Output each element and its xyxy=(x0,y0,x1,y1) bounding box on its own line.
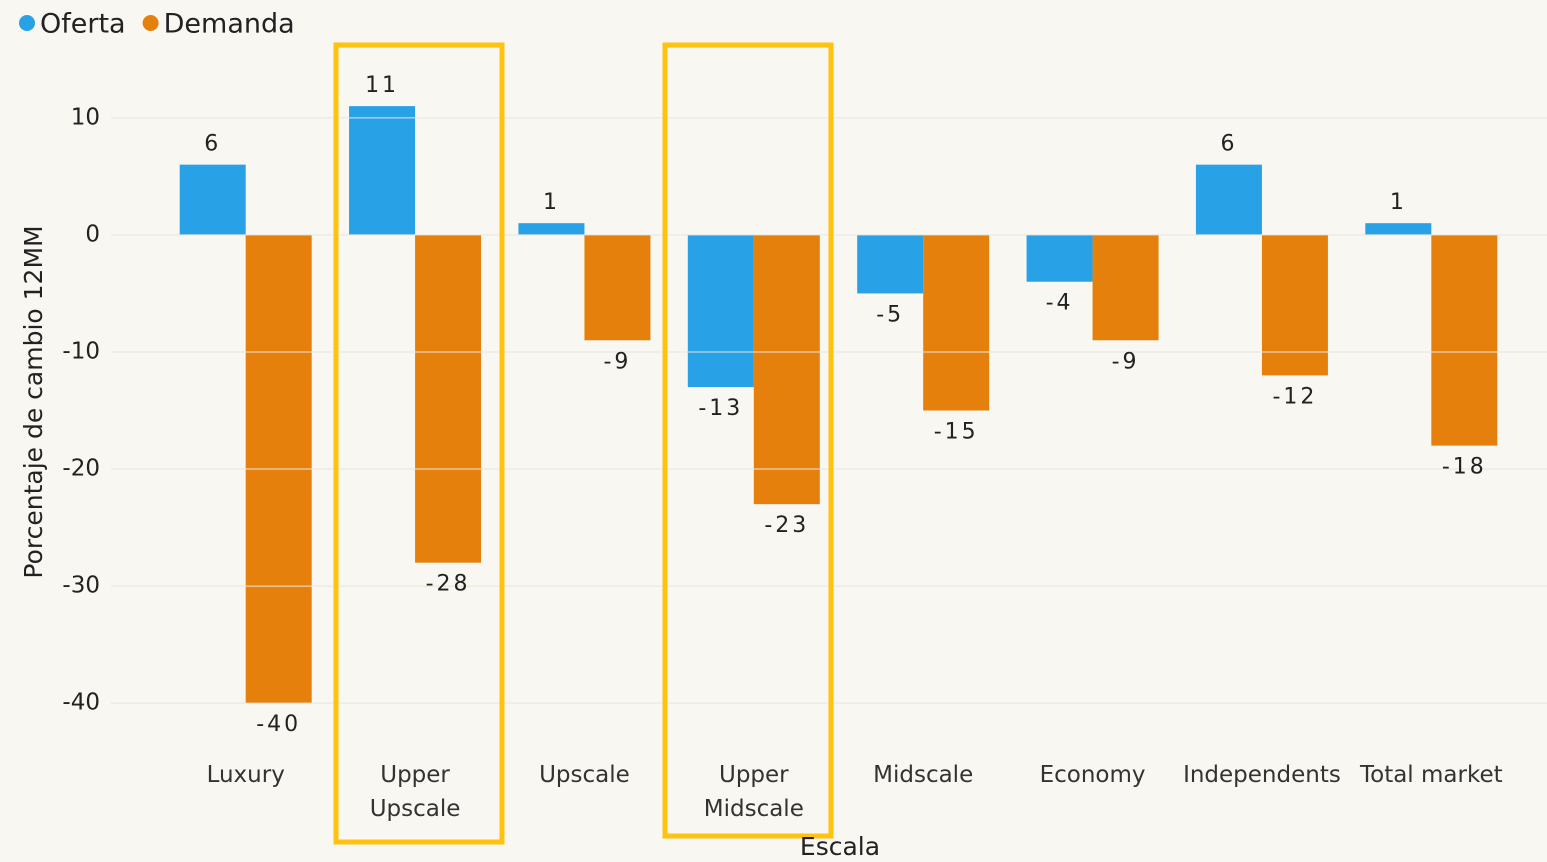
y-tick-label: -10 xyxy=(62,338,100,364)
y-tick-label: 10 xyxy=(71,104,100,130)
bar xyxy=(1261,234,1328,376)
data-label: -9 xyxy=(603,349,631,374)
highlight-box xyxy=(662,42,834,839)
bar xyxy=(857,234,924,294)
bar xyxy=(415,234,482,563)
bar xyxy=(687,234,754,388)
legend-label: Oferta xyxy=(40,9,126,40)
data-label: -18 xyxy=(1442,455,1487,480)
bar xyxy=(1026,234,1093,282)
y-axis-title: Porcentaje de cambio 12MM xyxy=(19,225,48,578)
data-label: -23 xyxy=(764,513,809,538)
bar xyxy=(349,106,416,235)
y-tick-label: -20 xyxy=(62,456,100,482)
data-label: -12 xyxy=(1272,384,1317,409)
bar xyxy=(753,234,820,505)
bar xyxy=(1365,223,1432,235)
bar xyxy=(584,234,651,341)
data-label: -15 xyxy=(934,420,979,445)
data-label: 1 xyxy=(543,190,560,215)
x-tick-label: Upscale xyxy=(539,762,630,788)
x-tick-label: Economy xyxy=(1039,762,1146,788)
x-tick-label: Total market xyxy=(1359,762,1503,788)
bar xyxy=(1431,234,1498,446)
data-label: 6 xyxy=(1220,132,1237,157)
y-tick-label: -30 xyxy=(62,573,100,599)
x-tick-label: Upper Midscale xyxy=(703,762,804,822)
x-axis-title: Escala xyxy=(800,832,880,861)
bar xyxy=(518,223,585,235)
data-label: -13 xyxy=(698,396,743,421)
y-tick-label: -40 xyxy=(62,690,100,716)
legend-marker xyxy=(142,15,159,31)
data-label: -5 xyxy=(876,302,904,327)
highlight-box xyxy=(333,42,505,845)
x-tick-label: Luxury xyxy=(206,762,285,788)
bar xyxy=(1092,234,1159,341)
x-tick-label: Upper Upscale xyxy=(369,762,461,822)
bar xyxy=(923,234,990,411)
data-label: -9 xyxy=(1112,349,1140,374)
x-tick-label: Midscale xyxy=(873,762,974,788)
bar xyxy=(1195,164,1262,235)
legend-label: Demanda xyxy=(164,9,295,40)
data-label: 6 xyxy=(204,132,221,157)
data-label: 1 xyxy=(1390,190,1407,215)
data-label: -40 xyxy=(256,712,301,737)
bar xyxy=(179,164,246,235)
y-tick-label: 0 xyxy=(85,221,100,247)
data-label: 11 xyxy=(365,73,399,98)
data-label: -4 xyxy=(1046,291,1074,316)
legend-marker xyxy=(19,15,35,31)
x-tick-label: Independents xyxy=(1183,762,1341,788)
data-label: -28 xyxy=(426,572,471,597)
